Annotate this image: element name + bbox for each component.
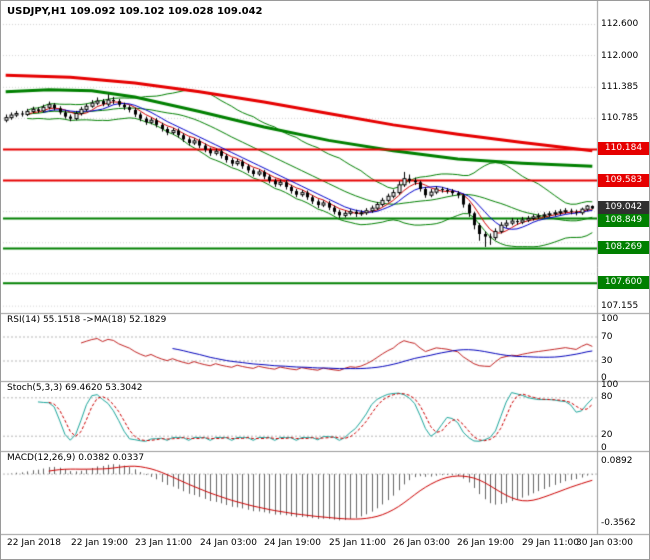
price-axis-label: 107.155 [601, 301, 639, 311]
time-axis-label: 29 Jan 11:00 [522, 538, 579, 548]
time-axis-label: 25 Jan 11:00 [329, 538, 386, 548]
stoch-axis-label: 80 [601, 392, 613, 402]
price-axis-label: 110.785 [601, 113, 639, 123]
resistance-level-badge: 109.583 [598, 174, 649, 187]
stoch-axis-label: 100 [601, 380, 619, 390]
time-axis-label: 26 Jan 19:00 [457, 538, 514, 548]
macd-label: MACD(12,26,9) 0.0382 0.0337 [7, 453, 145, 463]
price-axis-label: 111.385 [601, 82, 639, 92]
rsi-axis-label: 100 [601, 314, 619, 324]
support-level-badge: 108.269 [598, 241, 649, 254]
stoch-label: Stoch(5,3,3) 69.4620 53.3042 [7, 383, 143, 393]
stoch-axis-label: 0 [601, 443, 607, 453]
rsi-axis-label: 0 [601, 373, 607, 383]
rsi-label: RSI(14) 55.1518 ->MA(18) 52.1829 [7, 315, 167, 325]
time-axis-label: 24 Jan 03:00 [200, 538, 257, 548]
price-axis-label: 112.600 [601, 19, 639, 29]
time-axis-label: 24 Jan 19:00 [264, 538, 321, 548]
rsi-axis-label: 70 [601, 332, 613, 342]
time-axis-label: 30 Jan 03:00 [576, 538, 633, 548]
time-axis-label: 26 Jan 03:00 [393, 538, 450, 548]
time-axis-label: 22 Jan 2018 [7, 538, 61, 548]
macd-axis-label: -0.3562 [601, 518, 636, 528]
macd-axis-label: 0.0892 [601, 456, 633, 466]
current-price-badge: 109.042 [598, 201, 649, 214]
time-axis-label: 22 Jan 19:00 [71, 538, 128, 548]
price-axis-label: 112.000 [601, 51, 639, 61]
support-level-badge: 107.600 [598, 276, 649, 289]
chart-title: USDJPY,H1 109.092 109.102 109.028 109.04… [7, 6, 263, 17]
time-axis-label: 23 Jan 11:00 [135, 538, 192, 548]
resistance-level-badge: 110.184 [598, 142, 649, 155]
stoch-axis-label: 20 [601, 430, 613, 440]
support-level-badge: 108.849 [598, 214, 649, 227]
rsi-axis-label: 30 [601, 356, 613, 366]
